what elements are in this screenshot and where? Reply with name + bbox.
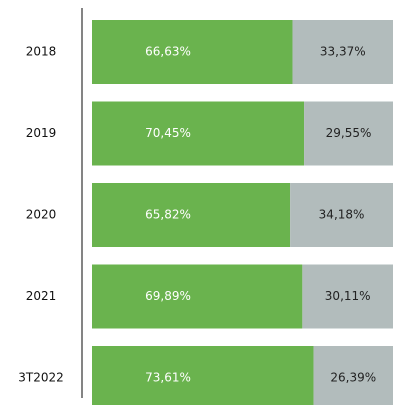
bar-segment [92, 101, 305, 166]
data-label: 30,11% [325, 289, 371, 303]
bar-segment [302, 264, 393, 329]
category-label: 2020 [26, 208, 57, 222]
data-label: 66,63% [145, 45, 191, 59]
data-label: 34,18% [319, 208, 365, 222]
category-label: 2018 [26, 45, 57, 59]
data-label: 73,61% [145, 371, 191, 385]
data-label: 69,89% [145, 289, 191, 303]
bar-segment [92, 346, 314, 405]
category-label: 2019 [26, 126, 57, 140]
data-label: 33,37% [320, 45, 366, 59]
data-label: 70,45% [145, 126, 191, 140]
data-label: 26,39% [330, 371, 376, 385]
bar-segment [92, 183, 291, 247]
bar-segment [290, 183, 393, 247]
data-label: 29,55% [326, 126, 372, 140]
bar-segment [313, 346, 393, 405]
data-label: 65,82% [145, 208, 191, 222]
category-label: 2021 [26, 289, 57, 303]
bar-segment [304, 101, 393, 166]
bar-segment [92, 20, 293, 84]
bar-segment [292, 20, 393, 84]
category-label: 3T2022 [18, 371, 64, 385]
bar-segment [92, 264, 303, 329]
